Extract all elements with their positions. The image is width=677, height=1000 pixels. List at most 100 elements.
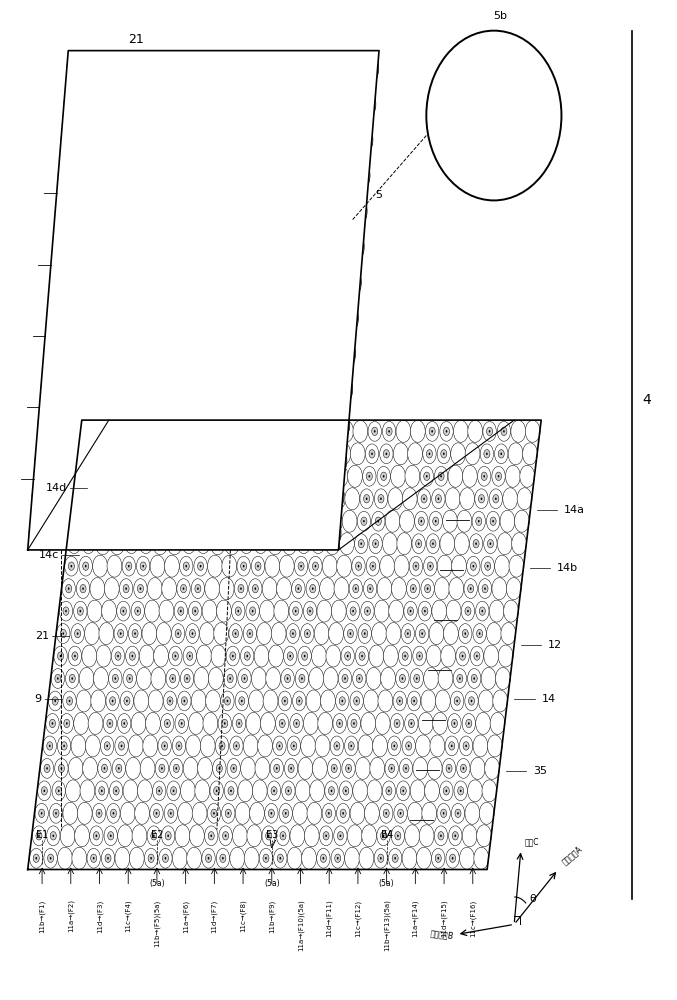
- Ellipse shape: [203, 712, 218, 734]
- Ellipse shape: [77, 495, 83, 503]
- Ellipse shape: [223, 669, 237, 688]
- Ellipse shape: [312, 562, 318, 570]
- Ellipse shape: [72, 652, 78, 660]
- Ellipse shape: [301, 847, 316, 869]
- Ellipse shape: [232, 655, 234, 657]
- Ellipse shape: [450, 691, 464, 711]
- Ellipse shape: [211, 533, 225, 555]
- Ellipse shape: [432, 600, 447, 622]
- Ellipse shape: [449, 742, 455, 750]
- Ellipse shape: [121, 443, 135, 465]
- Ellipse shape: [352, 610, 354, 612]
- Ellipse shape: [244, 652, 250, 660]
- Ellipse shape: [425, 421, 439, 441]
- Ellipse shape: [116, 411, 135, 439]
- Ellipse shape: [167, 697, 173, 705]
- Ellipse shape: [36, 832, 42, 840]
- Ellipse shape: [520, 465, 535, 487]
- Ellipse shape: [167, 480, 189, 512]
- Ellipse shape: [101, 790, 103, 792]
- Ellipse shape: [435, 466, 447, 486]
- Ellipse shape: [190, 466, 204, 486]
- Ellipse shape: [66, 304, 85, 332]
- Ellipse shape: [200, 623, 215, 645]
- Ellipse shape: [41, 758, 53, 778]
- Ellipse shape: [473, 539, 479, 548]
- Ellipse shape: [315, 565, 316, 567]
- Ellipse shape: [438, 832, 444, 840]
- Ellipse shape: [165, 857, 167, 859]
- Ellipse shape: [162, 302, 183, 334]
- Ellipse shape: [152, 781, 166, 801]
- Ellipse shape: [352, 556, 365, 576]
- Ellipse shape: [443, 510, 458, 532]
- Ellipse shape: [183, 562, 190, 570]
- Ellipse shape: [49, 518, 68, 546]
- Ellipse shape: [485, 757, 500, 779]
- Ellipse shape: [187, 847, 202, 869]
- Ellipse shape: [95, 409, 116, 441]
- Ellipse shape: [80, 780, 95, 802]
- Ellipse shape: [122, 556, 135, 576]
- Ellipse shape: [331, 764, 337, 773]
- Ellipse shape: [397, 809, 403, 818]
- Ellipse shape: [219, 767, 220, 770]
- Ellipse shape: [235, 632, 236, 635]
- Ellipse shape: [244, 98, 253, 110]
- Ellipse shape: [460, 652, 466, 660]
- Ellipse shape: [161, 209, 163, 213]
- Ellipse shape: [89, 826, 103, 846]
- Ellipse shape: [290, 411, 310, 439]
- Text: 5: 5: [376, 190, 383, 200]
- Ellipse shape: [276, 826, 290, 846]
- Ellipse shape: [121, 802, 135, 824]
- Ellipse shape: [479, 579, 492, 599]
- Ellipse shape: [93, 555, 108, 577]
- Ellipse shape: [446, 848, 459, 868]
- Ellipse shape: [118, 124, 140, 156]
- Ellipse shape: [394, 555, 409, 577]
- Ellipse shape: [224, 388, 227, 391]
- Ellipse shape: [67, 516, 89, 548]
- Ellipse shape: [148, 690, 163, 712]
- Ellipse shape: [486, 453, 487, 455]
- Ellipse shape: [51, 482, 71, 511]
- Ellipse shape: [144, 423, 146, 427]
- Ellipse shape: [110, 482, 129, 511]
- Ellipse shape: [121, 459, 124, 463]
- Ellipse shape: [307, 607, 313, 615]
- Ellipse shape: [137, 472, 143, 480]
- Ellipse shape: [462, 825, 477, 847]
- Ellipse shape: [167, 420, 181, 442]
- Ellipse shape: [165, 555, 179, 577]
- Ellipse shape: [445, 736, 458, 756]
- Ellipse shape: [100, 736, 114, 756]
- Ellipse shape: [55, 316, 58, 320]
- Ellipse shape: [165, 266, 186, 298]
- Ellipse shape: [61, 245, 63, 249]
- Ellipse shape: [66, 697, 72, 705]
- Ellipse shape: [74, 197, 94, 225]
- Ellipse shape: [282, 518, 301, 546]
- Ellipse shape: [147, 98, 156, 110]
- Ellipse shape: [35, 803, 48, 823]
- Ellipse shape: [69, 98, 78, 110]
- Ellipse shape: [410, 669, 424, 688]
- Ellipse shape: [333, 767, 335, 770]
- Ellipse shape: [302, 268, 322, 297]
- Ellipse shape: [316, 430, 318, 433]
- Ellipse shape: [490, 517, 496, 525]
- Ellipse shape: [226, 646, 240, 666]
- Ellipse shape: [83, 90, 103, 119]
- Ellipse shape: [149, 352, 152, 356]
- Ellipse shape: [288, 276, 297, 289]
- Ellipse shape: [458, 624, 472, 643]
- Ellipse shape: [378, 495, 384, 503]
- Ellipse shape: [96, 809, 102, 818]
- Ellipse shape: [104, 767, 106, 770]
- Ellipse shape: [339, 781, 353, 801]
- Ellipse shape: [448, 465, 463, 487]
- Ellipse shape: [297, 209, 299, 213]
- Ellipse shape: [424, 668, 439, 689]
- Ellipse shape: [287, 847, 302, 869]
